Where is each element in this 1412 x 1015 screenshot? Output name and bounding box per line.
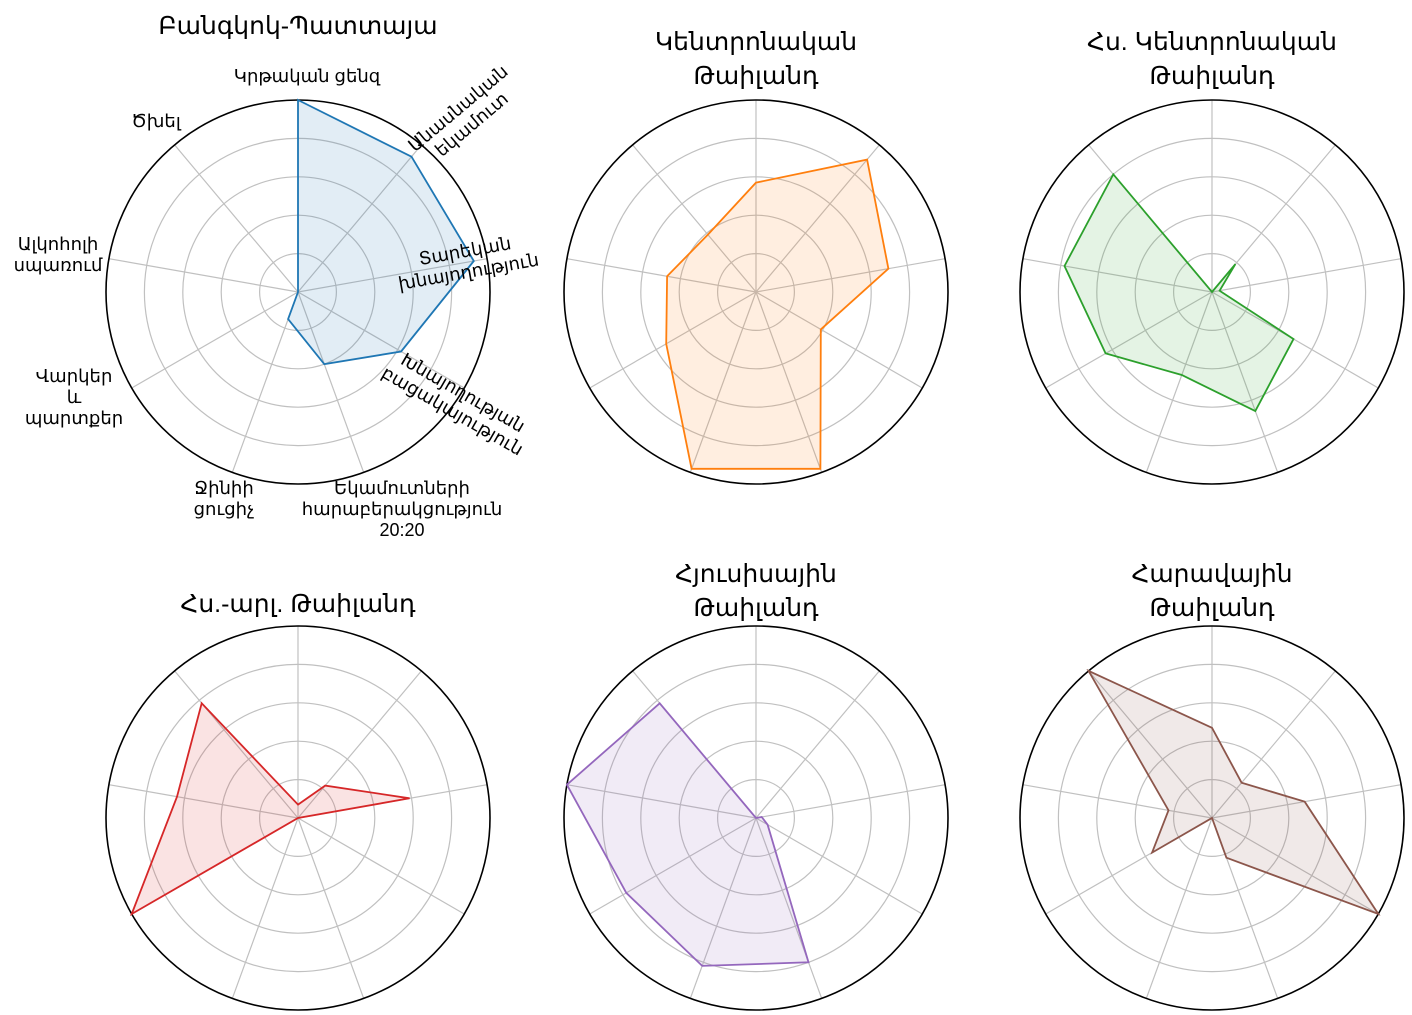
outer-ring [105,625,491,1011]
outer-ring [563,99,949,485]
axis-spoke [297,817,465,915]
panel-title: Հս.-արլ. Թաիլանդ [180,590,416,618]
axis-spoke [1045,291,1213,389]
axis-label: Անասնականեկամուտ [404,61,525,172]
panel-title: Հյուսիսային Թաիլանդ [675,560,837,622]
axis-label: Ծխել [131,111,182,131]
panel-title: Հս. Կենտրոնական Թաիլանդ [1087,28,1337,90]
axis-label: Ալկոհոլի սպառում [14,234,103,275]
axis-spoke [689,817,757,999]
axis-spoke [297,817,365,999]
radar-panel: Հարավային Թաիլանդ [1019,560,1405,1011]
axis-spoke [174,144,299,293]
axis-spoke [1211,291,1279,473]
axis-spoke [1211,784,1402,819]
axis-spoke [174,670,299,819]
axis-label: Ջինիի ցուցիչ [194,478,255,519]
axis-label: Վարկեր և պարտքեր [25,366,123,428]
outer-ring [1019,99,1405,485]
axis-label: Խնայողությանբացակայություն [378,344,537,459]
series-area [129,701,410,917]
axis-spoke [1211,258,1402,293]
axis-spoke [755,784,946,819]
series-area [1086,668,1381,916]
axis-spoke [1022,258,1213,293]
series-area [287,98,475,366]
axis-spoke [297,144,422,293]
axis-spoke [755,258,946,293]
series-area [665,158,890,470]
axis-spoke [566,258,757,293]
axis-spoke [1088,670,1213,819]
axis-spoke [297,258,488,293]
axis-spoke [589,817,757,915]
radar-panel: Հս.-արլ. Թաիլանդ [105,590,491,1011]
axis-spoke [1145,291,1213,473]
axis-spoke [589,291,757,389]
axis-spoke [566,784,757,819]
axis-label: Կրթական ցենզ [234,66,381,86]
axis-spoke [1211,817,1379,915]
axis-spoke [1211,670,1336,819]
panel-title: Հարավային Թաիլանդ [1131,560,1292,622]
axis-spoke [231,291,299,473]
axis-spoke [755,291,823,473]
axis-spoke [108,784,299,819]
axis-spoke [755,670,880,819]
axis-spoke [297,670,422,819]
axis-spoke [755,817,923,915]
axis-spoke [755,817,823,999]
axis-spoke [297,291,465,389]
axis-spoke [1211,291,1379,389]
radar-panel: Բանգկոկ-Պատտայա Կրթական ցենզ Անասնականեկամ… [14,12,541,540]
panel-title: Բանգկոկ-Պատտայա [158,12,437,40]
axis-spoke [108,258,299,293]
radar-panel: Հյուսիսային Թաիլանդ [563,560,949,1011]
axis-spoke [131,291,299,389]
outer-ring [563,625,949,1011]
axis-spoke [755,144,880,293]
axis-spoke [755,291,923,389]
outer-ring [1019,625,1405,1011]
radar-panel: Կենտրոնական Թաիլանդ [563,28,949,485]
axis-spoke [632,144,757,293]
axis-spoke [689,291,757,473]
panel-title: Կենտրոնական Թաիլանդ [655,28,857,90]
axis-spoke [1022,784,1213,819]
axis-spoke [297,291,365,473]
axis-spoke [1145,817,1213,999]
axis-spoke [231,817,299,999]
axis-label: Եկամուտների հարաբերակցություն 20:20 [302,478,503,540]
series-area [1063,172,1295,413]
radar-panel: Հս. Կենտրոնական Թաիլանդ [1019,28,1405,485]
series-area [565,702,810,967]
